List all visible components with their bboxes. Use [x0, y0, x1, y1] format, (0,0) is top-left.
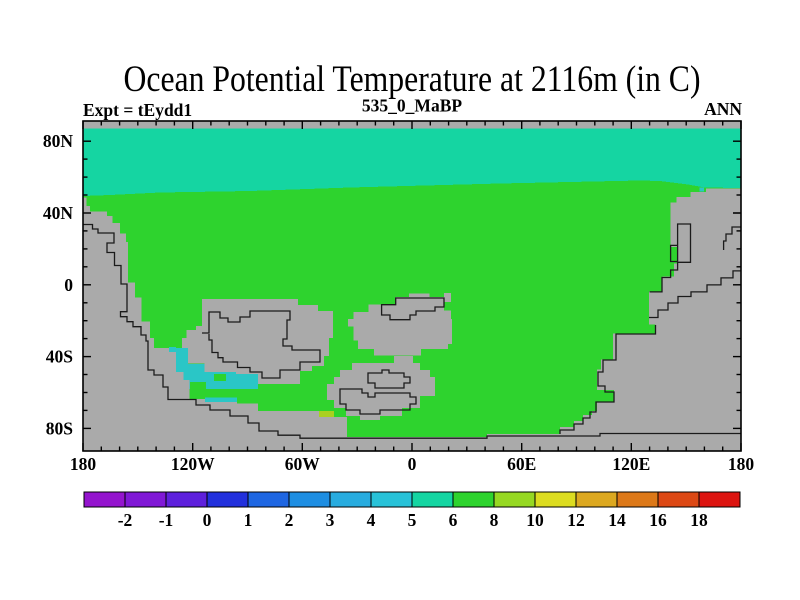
svg-text:Ocean Potential Temperature at: Ocean Potential Temperature at 2116m (in…	[124, 59, 701, 100]
svg-text:10: 10	[526, 510, 544, 530]
svg-text:16: 16	[649, 510, 667, 530]
svg-text:4: 4	[367, 510, 376, 530]
svg-text:18: 18	[690, 510, 708, 530]
svg-text:80N: 80N	[43, 131, 74, 151]
svg-text:6: 6	[449, 510, 458, 530]
svg-text:Expt = tEydd1: Expt = tEydd1	[83, 100, 192, 120]
svg-text:60W: 60W	[285, 454, 321, 474]
svg-text:8: 8	[490, 510, 499, 530]
svg-text:180: 180	[70, 454, 97, 474]
svg-text:535_0_MaBP: 535_0_MaBP	[362, 96, 462, 116]
svg-text:-1: -1	[159, 510, 174, 530]
svg-text:14: 14	[608, 510, 626, 530]
svg-text:3: 3	[326, 510, 335, 530]
svg-text:40S: 40S	[46, 347, 73, 367]
svg-text:0: 0	[203, 510, 212, 530]
svg-text:0: 0	[64, 275, 73, 295]
svg-text:120E: 120E	[612, 454, 650, 474]
svg-text:120W: 120W	[171, 454, 215, 474]
svg-text:80S: 80S	[46, 418, 73, 438]
svg-text:5: 5	[408, 510, 417, 530]
svg-text:40N: 40N	[43, 203, 74, 223]
svg-text:1: 1	[244, 510, 253, 530]
svg-text:-2: -2	[118, 510, 133, 530]
svg-text:60E: 60E	[507, 454, 536, 474]
svg-text:12: 12	[567, 510, 585, 530]
svg-text:2: 2	[285, 510, 294, 530]
svg-text:0: 0	[408, 454, 417, 474]
svg-text:ANN: ANN	[704, 99, 742, 119]
svg-text:180: 180	[728, 454, 755, 474]
